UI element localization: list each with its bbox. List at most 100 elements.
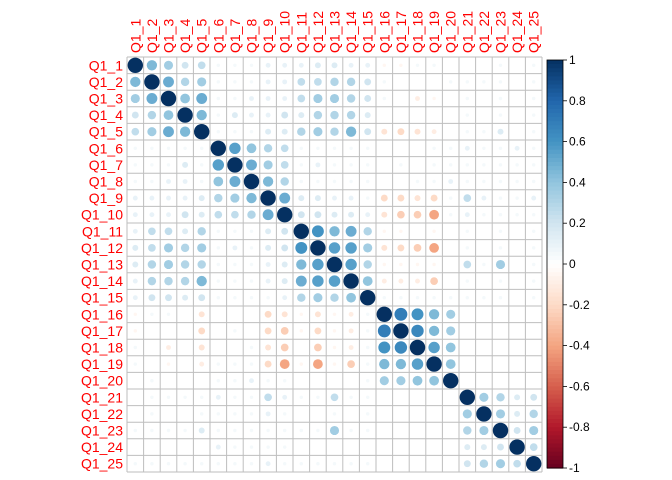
corr-circle-Q1_8-Q1_7: [229, 176, 241, 187]
corr-circle-Q1_10-Q1_24: [515, 212, 519, 217]
corr-circle-Q1_14-Q1_1: [132, 278, 138, 284]
corr-circle-Q1_24-Q1_6: [215, 444, 221, 450]
corr-circle-Q1_3-Q1_2: [146, 93, 158, 104]
corr-circle-Q1_11-Q1_12: [311, 225, 324, 238]
corr-circle-Q1_9-Q1_18: [414, 195, 421, 202]
corr-circle-Q1_19-Q1_14: [347, 360, 355, 368]
colorbar-segment: [547, 284, 563, 290]
corr-circle-Q1_1-Q1_19: [432, 63, 436, 68]
colorbar-segment: [547, 76, 563, 81]
row-label-Q1_20: Q1_20: [81, 373, 123, 389]
corr-circle-Q1_25-Q1_3: [166, 461, 171, 466]
colorbar-segment: [547, 223, 563, 228]
corr-circle-Q1_19-Q1_15: [365, 362, 370, 366]
corr-circle-Q1_9-Q1_10: [279, 192, 291, 204]
corr-circle-Q1_20-Q1_8: [249, 378, 254, 384]
corr-circle-Q1_18-Q1_20: [445, 342, 456, 353]
corr-circle-Q1_20-Q1_20: [443, 373, 459, 389]
corr-circle-Q1_8-Q1_24: [515, 179, 519, 184]
colorbar-segment: [547, 427, 563, 432]
corr-circle-Q1_18-Q1_17: [394, 341, 408, 354]
corr-circle-Q1_17-Q1_17: [393, 323, 409, 339]
corr-circle-Q1_14-Q1_2: [147, 276, 157, 286]
colorbar-segment: [547, 108, 563, 114]
corr-circle-Q1_18-Q1_18: [409, 339, 426, 356]
corr-circle-Q1_12-Q1_15: [363, 243, 373, 253]
corr-circle-Q1_19-Q1_1: [133, 362, 138, 366]
row-label-Q1_21: Q1_21: [81, 389, 123, 405]
corr-circle-Q1_8-Q1_21: [465, 179, 470, 184]
corr-circle-Q1_12-Q1_11: [295, 241, 308, 254]
col-label-Q1_20: Q1_20: [443, 11, 459, 53]
corr-circle-Q1_14-Q1_12: [312, 275, 324, 287]
corr-circle-Q1_2-Q1_6: [216, 80, 221, 84]
corr-circle-Q1_2-Q1_5: [197, 77, 207, 87]
corr-circle-Q1_11-Q1_17: [399, 229, 403, 234]
corr-circle-Q1_21-Q1_4: [183, 395, 187, 400]
corr-circle-Q1_3-Q1_1: [130, 93, 140, 104]
corr-circle-Q1_5-Q1_3: [163, 126, 174, 138]
colorbar-tick-label: -1: [569, 461, 580, 475]
corr-circle-Q1_8-Q1_22: [482, 179, 486, 184]
corr-circle-Q1_13-Q1_12: [312, 258, 324, 271]
colorbar-segment: [547, 366, 563, 371]
corr-circle-Q1_11-Q1_8: [249, 229, 254, 234]
colorbar-segment: [547, 149, 563, 155]
row-label-Q1_3: Q1_3: [89, 91, 123, 107]
corr-circle-Q1_16-Q1_9: [264, 310, 272, 318]
colorbar-segment: [547, 88, 563, 94]
col-label-Q1_21: Q1_21: [459, 11, 475, 53]
corr-circle-Q1_5-Q1_18: [414, 128, 421, 135]
corr-circle-Q1_16-Q1_20: [446, 309, 456, 319]
colorbar-segment: [547, 194, 563, 200]
corr-circle-Q1_5-Q1_19: [431, 129, 437, 135]
corr-circle-Q1_2-Q1_13: [330, 77, 339, 87]
corr-circle-Q1_23-Q1_7: [233, 428, 237, 433]
corr-circle-Q1_19-Q1_20: [445, 359, 456, 369]
corr-circle-Q1_13-Q1_3: [163, 259, 174, 270]
corr-circle-Q1_25-Q1_21: [463, 460, 471, 468]
corr-circle-Q1_2-Q1_9: [265, 79, 271, 85]
corr-circle-Q1_9-Q1_2: [149, 195, 155, 201]
corr-circle-Q1_6-Q1_4: [183, 146, 187, 151]
colorbar-segment: [547, 80, 563, 86]
col-label-Q1_10: Q1_10: [277, 11, 293, 53]
corr-circle-Q1_2-Q1_23: [498, 80, 503, 84]
corr-circle-Q1_3-Q1_6: [216, 96, 221, 101]
corr-circle-Q1_10-Q1_12: [314, 211, 322, 219]
colorbar-segment: [547, 104, 563, 110]
corr-circle-Q1_15-Q1_6: [216, 295, 221, 300]
colorbar-segment: [547, 219, 563, 224]
corr-circle-Q1_15-Q1_20: [448, 295, 453, 300]
corr-circle-Q1_15-Q1_10: [282, 295, 288, 301]
col-label-Q1_17: Q1_17: [393, 11, 409, 53]
corr-circle-Q1_4-Q1_10: [281, 111, 289, 119]
corr-circle-Q1_12-Q1_9: [265, 244, 272, 251]
colorbar-segment: [547, 259, 563, 265]
corr-circle-Q1_23-Q1_21: [463, 426, 472, 435]
colorbar-segment: [547, 276, 563, 281]
colorbar-segment: [547, 153, 563, 159]
corr-circle-Q1_16-Q1_19: [428, 309, 440, 320]
corr-circle-Q1_22-Q1_6: [216, 412, 221, 416]
colorbar-segment: [547, 361, 563, 367]
colorbar-segment: [547, 137, 563, 143]
corr-circle-Q1_9-Q1_1: [132, 195, 138, 201]
row-label-Q1_24: Q1_24: [81, 439, 123, 455]
corr-circle-Q1_2-Q1_10: [282, 79, 288, 85]
corr-circle-Q1_20-Q1_18: [412, 375, 423, 386]
colorbar-segment: [547, 96, 563, 102]
corr-circle-Q1_5-Q1_5: [194, 124, 210, 140]
col-label-Q1_7: Q1_7: [227, 19, 243, 53]
corr-circle-Q1_12-Q1_23: [498, 246, 503, 250]
corr-circle-Q1_14-Q1_4: [180, 276, 190, 286]
corr-circle-Q1_8-Q1_20: [448, 179, 454, 184]
col-label-Q1_8: Q1_8: [244, 19, 260, 53]
corr-circle-Q1_18-Q1_3: [166, 345, 171, 350]
corr-circle-Q1_4-Q1_8: [249, 112, 254, 118]
corr-circle-Q1_21-Q1_21: [459, 389, 475, 405]
colorbar-segment: [547, 410, 563, 416]
corr-circle-Q1_7-Q1_5: [199, 163, 204, 167]
corr-circle-Q1_13-Q1_16: [382, 262, 387, 267]
corr-circle-Q1_19-Q1_7: [233, 362, 237, 366]
